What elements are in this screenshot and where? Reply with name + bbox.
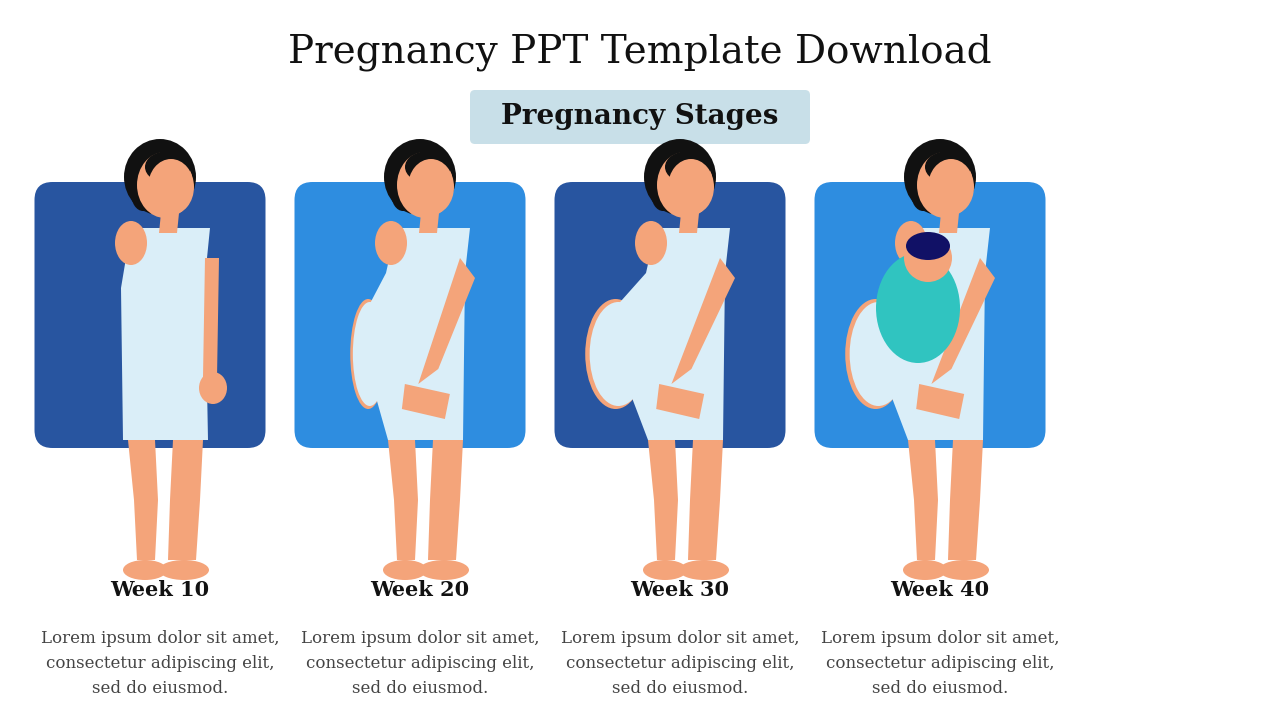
Polygon shape bbox=[168, 500, 200, 560]
Text: Lorem ipsum dolor sit amet,
consectetur adipiscing elit,
sed do eiusmod.: Lorem ipsum dolor sit amet, consectetur … bbox=[820, 630, 1060, 697]
Polygon shape bbox=[394, 500, 419, 560]
Ellipse shape bbox=[928, 159, 974, 215]
Ellipse shape bbox=[198, 372, 227, 404]
Polygon shape bbox=[428, 500, 460, 560]
Ellipse shape bbox=[145, 151, 191, 183]
Text: Week 10: Week 10 bbox=[110, 580, 210, 600]
Polygon shape bbox=[948, 500, 980, 560]
Polygon shape bbox=[388, 440, 419, 500]
FancyBboxPatch shape bbox=[814, 182, 1046, 448]
Polygon shape bbox=[159, 213, 179, 233]
Ellipse shape bbox=[585, 299, 646, 409]
FancyBboxPatch shape bbox=[294, 182, 526, 448]
Ellipse shape bbox=[390, 175, 415, 211]
Polygon shape bbox=[360, 228, 470, 440]
Polygon shape bbox=[908, 440, 938, 500]
Ellipse shape bbox=[911, 175, 934, 211]
Ellipse shape bbox=[408, 159, 454, 215]
Ellipse shape bbox=[137, 152, 193, 218]
Ellipse shape bbox=[353, 302, 387, 406]
Ellipse shape bbox=[666, 151, 710, 183]
Ellipse shape bbox=[123, 560, 166, 580]
Ellipse shape bbox=[895, 221, 927, 265]
Ellipse shape bbox=[590, 302, 648, 406]
Polygon shape bbox=[950, 440, 983, 500]
Ellipse shape bbox=[383, 560, 428, 580]
Polygon shape bbox=[204, 258, 219, 378]
Polygon shape bbox=[648, 440, 678, 500]
Text: Week 30: Week 30 bbox=[631, 580, 730, 600]
Polygon shape bbox=[916, 384, 964, 419]
Ellipse shape bbox=[404, 151, 451, 183]
Text: Lorem ipsum dolor sit amet,
consectetur adipiscing elit,
sed do eiusmod.: Lorem ipsum dolor sit amet, consectetur … bbox=[561, 630, 799, 697]
Ellipse shape bbox=[397, 152, 453, 218]
Ellipse shape bbox=[159, 560, 209, 580]
Ellipse shape bbox=[906, 232, 950, 260]
Polygon shape bbox=[914, 500, 938, 560]
Ellipse shape bbox=[652, 175, 675, 211]
Polygon shape bbox=[672, 258, 735, 384]
Ellipse shape bbox=[635, 221, 667, 265]
Ellipse shape bbox=[643, 560, 687, 580]
Ellipse shape bbox=[124, 139, 196, 215]
FancyBboxPatch shape bbox=[470, 90, 810, 144]
Text: Week 40: Week 40 bbox=[891, 580, 989, 600]
Polygon shape bbox=[932, 258, 995, 384]
Ellipse shape bbox=[644, 139, 716, 215]
Ellipse shape bbox=[678, 560, 730, 580]
FancyBboxPatch shape bbox=[554, 182, 786, 448]
Polygon shape bbox=[402, 384, 449, 419]
Ellipse shape bbox=[668, 159, 714, 215]
Ellipse shape bbox=[850, 302, 908, 406]
Text: Pregnancy PPT Template Download: Pregnancy PPT Template Download bbox=[288, 33, 992, 71]
Text: Lorem ipsum dolor sit amet,
consectetur adipiscing elit,
sed do eiusmod.: Lorem ipsum dolor sit amet, consectetur … bbox=[301, 630, 539, 697]
Text: Week 20: Week 20 bbox=[370, 580, 470, 600]
Ellipse shape bbox=[419, 560, 468, 580]
Ellipse shape bbox=[148, 159, 195, 215]
Ellipse shape bbox=[902, 560, 947, 580]
Polygon shape bbox=[657, 384, 704, 419]
Ellipse shape bbox=[657, 152, 713, 218]
Polygon shape bbox=[940, 213, 959, 233]
Polygon shape bbox=[430, 440, 463, 500]
Polygon shape bbox=[170, 440, 204, 500]
Polygon shape bbox=[861, 228, 989, 440]
Text: Lorem ipsum dolor sit amet,
consectetur adipiscing elit,
sed do eiusmod.: Lorem ipsum dolor sit amet, consectetur … bbox=[41, 630, 279, 697]
Polygon shape bbox=[419, 258, 475, 384]
Polygon shape bbox=[654, 500, 678, 560]
Polygon shape bbox=[419, 213, 439, 233]
Text: Pregnancy Stages: Pregnancy Stages bbox=[502, 104, 778, 130]
Polygon shape bbox=[690, 440, 723, 500]
Polygon shape bbox=[689, 500, 719, 560]
Polygon shape bbox=[122, 228, 210, 440]
Ellipse shape bbox=[925, 151, 972, 183]
Polygon shape bbox=[602, 228, 730, 440]
Polygon shape bbox=[134, 500, 157, 560]
Ellipse shape bbox=[131, 175, 155, 211]
Ellipse shape bbox=[845, 299, 906, 409]
Ellipse shape bbox=[876, 253, 960, 363]
Ellipse shape bbox=[351, 299, 387, 409]
Polygon shape bbox=[128, 440, 157, 500]
Ellipse shape bbox=[916, 152, 973, 218]
Polygon shape bbox=[678, 213, 699, 233]
Ellipse shape bbox=[115, 221, 147, 265]
Ellipse shape bbox=[940, 560, 989, 580]
Ellipse shape bbox=[904, 139, 977, 215]
FancyBboxPatch shape bbox=[35, 182, 265, 448]
Ellipse shape bbox=[904, 234, 952, 282]
Ellipse shape bbox=[384, 139, 456, 215]
Ellipse shape bbox=[375, 221, 407, 265]
